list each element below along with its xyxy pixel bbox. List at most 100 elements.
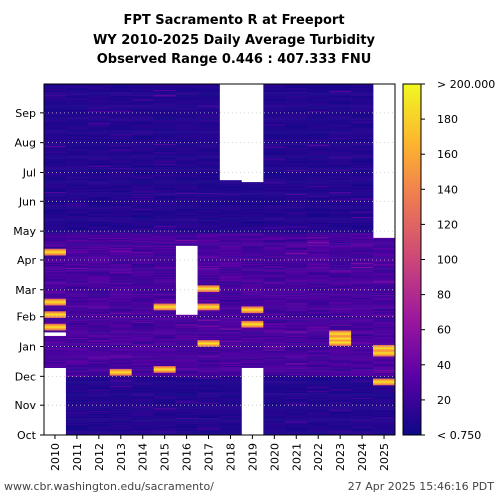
heatmap-cell — [87, 259, 111, 261]
heatmap-cell — [329, 346, 352, 348]
heatmap-cell — [219, 233, 242, 235]
heatmap-cell — [307, 273, 330, 275]
heatmap-cell — [131, 110, 154, 113]
heatmap-cell — [263, 161, 286, 164]
heatmap-cell — [219, 267, 242, 269]
heatmap-cell — [263, 324, 286, 326]
heatmap-cell — [153, 90, 176, 92]
heatmap-cell — [351, 162, 374, 165]
heatmap-cell — [285, 228, 308, 230]
heatmap-cell — [44, 247, 67, 249]
heatmap-cell — [241, 318, 264, 320]
heatmap-cell — [307, 408, 330, 410]
heatmap-cell — [263, 233, 286, 235]
heatmap-cell — [241, 337, 264, 340]
heatmap-cell — [263, 425, 286, 427]
heatmap-cell — [285, 110, 308, 113]
heatmap-cell — [153, 245, 176, 247]
heatmap-cell — [263, 179, 286, 181]
heatmap-cell — [329, 309, 352, 312]
heatmap-cell — [263, 195, 286, 197]
heatmap-cell — [241, 289, 264, 292]
heatmap-cell — [87, 405, 111, 407]
heatmap-cell — [197, 180, 220, 182]
heatmap-cell — [175, 370, 198, 372]
heatmap-cell — [109, 84, 133, 86]
heatmap-cell — [197, 297, 220, 299]
heatmap-cell — [351, 415, 374, 418]
heatmap-cell — [87, 252, 111, 254]
heatmap-cell — [109, 145, 133, 147]
heatmap-cell — [109, 280, 133, 282]
heatmap-cell — [131, 269, 154, 271]
heatmap-cell — [263, 122, 286, 124]
heatmap-cell — [285, 173, 308, 175]
heatmap-cell — [153, 400, 176, 402]
heatmap-cell — [197, 374, 220, 376]
heatmap-cell — [219, 392, 242, 394]
heatmap-cell — [263, 393, 286, 395]
heatmap-cell — [263, 117, 286, 119]
heatmap-cell — [153, 182, 176, 184]
heatmap-cell — [329, 350, 352, 352]
heatmap-cell — [44, 306, 67, 308]
heatmap-cell — [263, 290, 286, 293]
heatmap-cell — [307, 168, 330, 170]
heatmap-cell — [197, 237, 220, 240]
heatmap-cell — [285, 84, 308, 86]
heatmap-cell — [307, 202, 330, 204]
heatmap-cell — [329, 97, 352, 99]
heatmap-cell — [153, 106, 176, 108]
heatmap-cell — [175, 425, 198, 427]
heatmap-cell — [175, 432, 198, 434]
heatmap-cell — [351, 339, 374, 342]
heatmap-cell — [219, 403, 242, 405]
heatmap-cell — [329, 173, 352, 175]
heatmap-cell — [131, 349, 154, 351]
heatmap-cell — [175, 236, 198, 239]
heatmap-cell — [285, 189, 308, 192]
heatmap-cell — [307, 392, 330, 394]
heatmap-cell — [263, 394, 286, 396]
heatmap-cell — [263, 402, 286, 404]
heatmap-cell — [65, 337, 89, 340]
heatmap-cell — [87, 259, 111, 262]
heatmap-cell — [87, 227, 111, 229]
heatmap-cell — [329, 143, 352, 145]
heatmap-cell — [197, 255, 220, 257]
heatmap-cell — [175, 95, 198, 97]
heatmap-cell — [131, 422, 154, 424]
heatmap-cell — [329, 210, 352, 213]
heatmap-cell — [263, 251, 286, 253]
heatmap-cell — [285, 273, 308, 275]
heatmap-cell — [219, 183, 242, 185]
heatmap-cell — [263, 178, 286, 180]
heatmap-cell — [241, 277, 264, 279]
heatmap-cell — [307, 206, 330, 208]
heatmap-cell — [65, 249, 89, 251]
heatmap-cell — [44, 232, 67, 234]
heatmap-cell — [329, 362, 352, 365]
heatmap-cell — [109, 308, 133, 310]
heatmap-cell — [307, 268, 330, 270]
heatmap-cell — [65, 367, 89, 369]
heatmap-cell — [263, 304, 286, 306]
heatmap-cell — [219, 395, 242, 397]
heatmap-cell — [44, 92, 67, 94]
heatmap-cell — [197, 398, 220, 400]
heatmap-cell — [351, 177, 374, 179]
heatmap-cell — [153, 276, 176, 278]
heatmap-cell — [329, 386, 352, 389]
heatmap-cell — [175, 201, 198, 203]
heatmap-cell — [175, 242, 198, 244]
heatmap-cell — [351, 227, 374, 229]
heatmap-cell — [87, 240, 111, 243]
heatmap-cell — [131, 226, 154, 228]
heatmap-cell — [109, 109, 133, 112]
heatmap-cell — [87, 323, 111, 325]
heatmap-cell — [131, 208, 154, 210]
heatmap-cell — [285, 284, 308, 287]
heatmap-cell — [65, 417, 89, 419]
heatmap-cell — [197, 91, 220, 93]
heatmap-cell — [65, 334, 89, 336]
